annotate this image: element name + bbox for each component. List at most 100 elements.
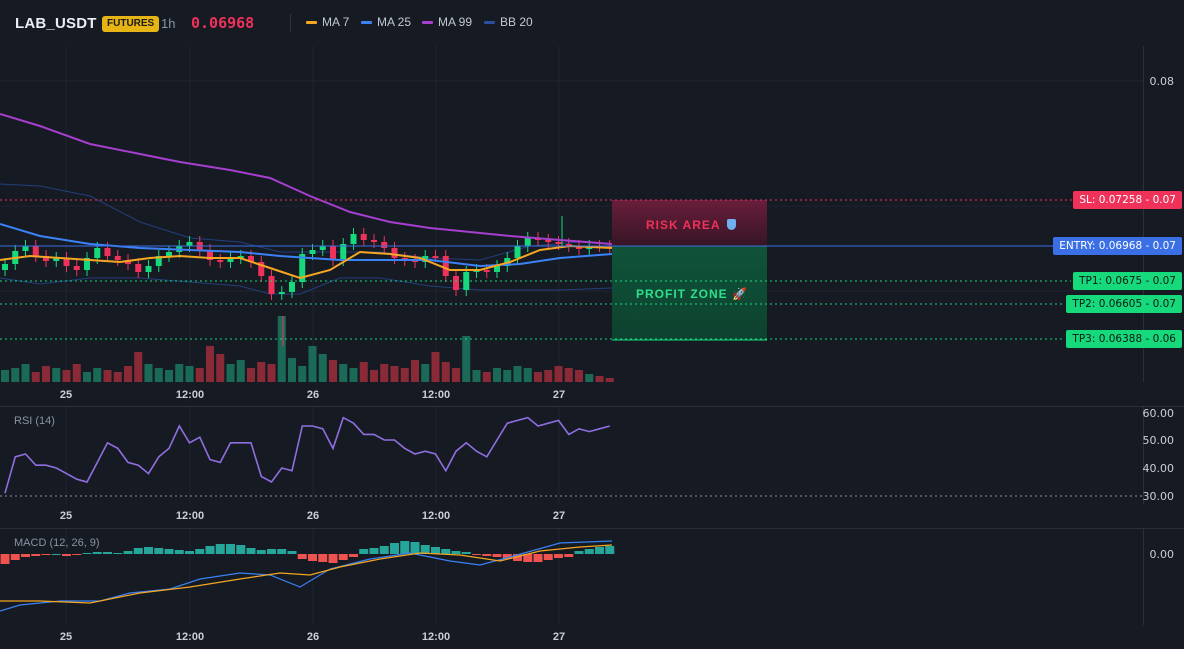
candle-body [43,256,49,261]
candle-body [145,266,152,272]
volume-bar [523,368,532,382]
volume-bar [144,364,153,382]
macd-histogram-bar [472,554,481,555]
price-chart[interactable] [0,46,1184,382]
macd-axis-label: 0.00 [1149,548,1175,561]
candle-body [258,262,265,276]
macd-axis-border [1143,529,1144,625]
ma7-swatch [306,20,317,24]
rsi-axis-border [1143,407,1144,504]
volume-bar [493,368,501,382]
time-label: 12:00 [175,510,205,522]
volume-bar [329,360,337,382]
time-axis-macd: 25 12:00 26 12:00 27 [0,625,1184,649]
macd-histogram-bar [226,544,235,554]
legend-label: MA 99 [438,15,473,29]
macd-histogram-bar [215,544,225,554]
profit-zone-box [612,246,767,340]
tp2-tag[interactable]: TP2: 0.06605 - 0.07 [1066,295,1182,313]
stop-loss-tag[interactable]: SL: 0.07258 - 0.07 [1073,191,1182,209]
macd-histogram-bar [543,554,553,560]
macd-histogram-bar [554,554,563,558]
volume-bar [585,374,594,382]
ma25-line [0,223,613,268]
macd-histogram-bar [92,552,102,554]
rsi-chart[interactable] [0,407,1184,504]
tp3-value: TP3: 0.06388 [1072,333,1143,345]
rsi-line [4,416,611,494]
macd-histogram-bar [564,554,574,557]
time-axis-rsi: 25 12:00 26 12:00 27 [0,504,1184,528]
macd-histogram-bar [584,549,594,554]
rocket-icon: 🚀 [732,287,748,301]
signal-line [0,544,613,604]
bollinger-upper [0,183,613,261]
time-label: 12:00 [421,510,451,522]
time-label: 12:00 [175,389,205,401]
macd-histogram-bar [492,554,502,557]
macd-histogram-bar [369,548,379,554]
volume-bar [257,362,266,382]
legend-ma7[interactable]: MA 7 [306,15,349,29]
tp1-tag[interactable]: TP1: 0.0675 - 0.07 [1073,272,1182,290]
price-pane[interactable]: 0.08 RISK AREA PROFIT ZONE 🚀 SL: 0.07258… [0,46,1184,382]
entry-tag[interactable]: ENTRY: 0.06968 - 0.07 [1053,237,1182,255]
volume-bar [421,364,430,382]
candle-body [483,270,490,272]
candle-body [32,246,39,256]
macd-histogram-bar [154,548,164,554]
volume-bar [441,362,450,382]
volume-bar [1,370,9,382]
legend-ma25[interactable]: MA 25 [361,15,411,29]
symbol-label[interactable]: LAB_USDT [15,15,97,32]
time-label: 25 [59,510,73,522]
time-label: 25 [59,389,73,401]
macd-histogram-bar [533,554,543,562]
volume-bar [564,368,573,382]
macd-histogram-bar [103,552,112,554]
macd-histogram-bar [82,553,92,554]
volume-bar [165,370,173,382]
volume-bar [359,362,368,382]
candle-body [166,252,172,256]
rsi-axis-label: 50.00 [1142,434,1175,447]
legend-bb20[interactable]: BB 20 [484,15,533,29]
volume-bar [226,364,235,382]
rsi-title: RSI (14) [14,415,55,427]
candle-body [494,266,500,272]
macd-pane[interactable]: MACD (12, 26, 9) 0.00 [0,529,1184,625]
volume-bar [472,370,481,382]
volume-bar [400,368,409,382]
timeframe-label[interactable]: 1h [161,16,176,31]
tp3-tag[interactable]: TP3: 0.06388 - 0.06 [1066,330,1182,348]
entry-value: ENTRY: 0.06968 [1059,240,1143,252]
volume-bar [195,368,204,382]
candle-body [114,256,121,260]
rsi-axis-label: 30.00 [1142,490,1175,503]
volume-bar [267,364,276,382]
macd-histogram-bar [410,542,420,554]
rsi-pane[interactable]: RSI (14) 60.00 50.00 40.00 30.00 [0,407,1184,504]
volume-bar [288,358,296,382]
volume-bar [452,368,460,382]
volume-bar [411,360,419,382]
macd-title: MACD (12, 26, 9) [14,537,100,549]
macd-histogram-bar [359,549,369,554]
candle-body [217,260,224,262]
candle-body [94,248,101,258]
sl-suffix: - 0.07 [1145,194,1176,206]
candle-body [63,258,70,266]
volume-bar [103,370,112,382]
volume-bar [513,366,522,382]
macd-histogram-bar [595,547,604,554]
tp2-value: TP2: 0.06605 [1072,298,1143,310]
legend-ma99[interactable]: MA 99 [422,15,472,29]
candle-body [442,256,449,276]
macd-chart[interactable] [0,529,1184,625]
tp2-suffix: - 0.07 [1145,298,1176,310]
entry-suffix: - 0.07 [1145,240,1176,252]
candle-body [104,248,111,256]
macd-histogram-bar [195,549,205,554]
macd-histogram-bar [605,546,615,554]
volume-bar [93,368,102,382]
